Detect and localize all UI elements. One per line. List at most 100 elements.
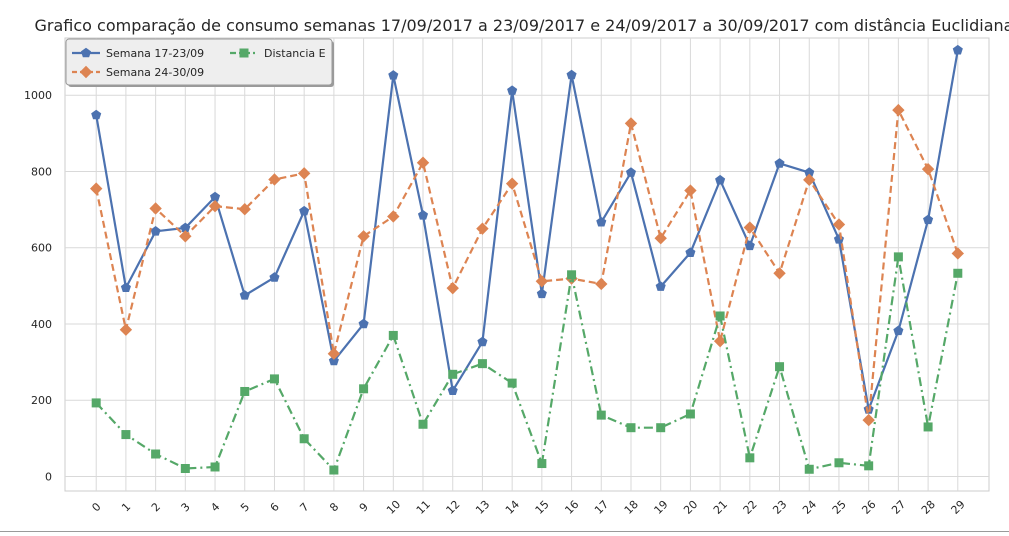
data-point xyxy=(387,210,400,223)
data-point xyxy=(834,458,844,468)
x-tick-label: 3 xyxy=(179,500,193,514)
data-point xyxy=(535,275,549,288)
x-tick-label: 17 xyxy=(592,498,611,517)
data-point xyxy=(239,290,250,300)
data-point xyxy=(507,378,517,388)
x-tick-label: 15 xyxy=(533,498,552,517)
data-point xyxy=(921,162,935,176)
data-point xyxy=(951,247,965,260)
data-point xyxy=(952,44,963,55)
data-point xyxy=(417,210,429,220)
y-tick-label: 600 xyxy=(31,242,52,255)
data-point xyxy=(327,347,341,360)
data-point xyxy=(121,430,131,440)
data-point xyxy=(297,167,311,180)
x-tick-label: 22 xyxy=(741,498,760,517)
series-2 xyxy=(89,103,965,427)
data-point xyxy=(624,117,638,130)
data-point xyxy=(447,385,458,395)
data-point xyxy=(745,453,755,463)
data-point xyxy=(388,70,399,80)
data-point xyxy=(832,218,846,231)
x-tick-label: 12 xyxy=(444,498,463,517)
x-tick-label: 11 xyxy=(414,498,433,517)
series-1 xyxy=(91,44,963,414)
y-tick-label: 1000 xyxy=(24,89,52,102)
data-point xyxy=(596,216,607,227)
data-point xyxy=(268,173,281,186)
data-point xyxy=(359,384,369,394)
data-point xyxy=(715,174,726,185)
data-point xyxy=(180,464,190,474)
x-tick-label: 21 xyxy=(711,498,730,517)
data-point xyxy=(923,422,933,432)
legend-entry: Semana 24-30/09 xyxy=(106,66,204,79)
data-point xyxy=(655,281,666,291)
x-tick-label: 1 xyxy=(119,500,133,514)
data-point xyxy=(626,423,636,433)
y-tick-label: 200 xyxy=(31,394,52,407)
data-point xyxy=(864,461,874,471)
data-point xyxy=(505,177,519,190)
x-tick-label: 28 xyxy=(919,498,938,517)
data-point xyxy=(596,410,606,420)
data-point xyxy=(595,277,608,291)
x-tick-label: 14 xyxy=(503,498,522,517)
x-tick-label: 24 xyxy=(800,498,819,517)
legend-entry: Distancia E xyxy=(264,47,326,60)
data-point xyxy=(446,281,459,295)
x-tick-label: 7 xyxy=(297,500,311,514)
data-point xyxy=(774,158,785,168)
data-point xyxy=(269,374,279,384)
data-point xyxy=(210,462,220,472)
data-point xyxy=(119,323,133,336)
plot-area xyxy=(64,37,990,492)
x-tick-label: 6 xyxy=(268,500,282,514)
series-line xyxy=(95,50,959,411)
data-point xyxy=(418,419,428,429)
data-point xyxy=(477,336,488,347)
data-point xyxy=(536,288,547,299)
data-point xyxy=(773,267,786,280)
y-tick-label: 400 xyxy=(31,318,52,331)
data-point xyxy=(893,252,903,262)
x-tick-label: 25 xyxy=(830,498,849,517)
data-point xyxy=(803,173,816,187)
x-tick-label: 26 xyxy=(859,498,878,517)
y-tick-labels: 0 200 400 600 800 1000 xyxy=(24,89,52,483)
data-point xyxy=(476,222,489,235)
x-tick-label: 18 xyxy=(622,498,641,517)
x-tick-label: 4 xyxy=(208,500,222,514)
x-tick-label: 20 xyxy=(681,498,700,517)
legend-marker xyxy=(80,47,92,58)
data-point xyxy=(862,413,875,427)
data-point xyxy=(656,423,666,433)
data-point xyxy=(299,205,310,216)
data-point xyxy=(416,156,430,169)
data-point xyxy=(91,109,102,120)
series-3 xyxy=(91,252,963,475)
data-point xyxy=(743,221,757,234)
data-point xyxy=(892,103,905,117)
data-point xyxy=(269,272,280,282)
data-point xyxy=(240,386,250,396)
data-point xyxy=(507,85,518,95)
series-line xyxy=(95,255,959,472)
data-point xyxy=(150,226,161,236)
x-tick-label: 5 xyxy=(238,500,252,514)
data-point xyxy=(149,202,162,215)
data-point xyxy=(625,167,637,177)
data-point xyxy=(299,434,309,444)
data-point xyxy=(744,240,755,251)
data-point xyxy=(685,247,696,257)
data-point xyxy=(713,334,727,348)
data-point xyxy=(654,231,667,245)
data-point xyxy=(477,359,487,369)
data-point xyxy=(179,230,192,243)
data-point xyxy=(715,311,725,321)
x-tick-label: 23 xyxy=(770,498,789,517)
x-tick-label: 8 xyxy=(327,500,341,514)
legend: Semana 17-23/09 Semana 24-30/09 Distancia … xyxy=(65,38,334,87)
data-point xyxy=(804,464,814,474)
